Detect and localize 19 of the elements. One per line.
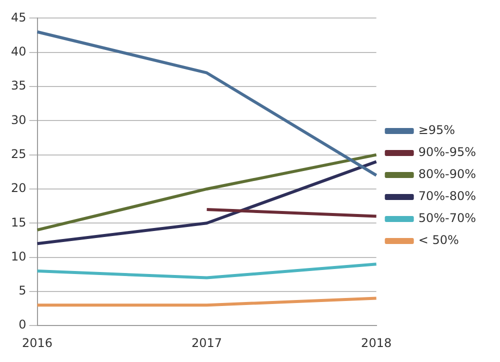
y-tick-label: 25 <box>10 146 26 161</box>
y-tick-label: 0 <box>18 318 26 332</box>
x-tick-label: 2016 <box>22 336 53 350</box>
y-tick-label: 10 <box>10 249 26 264</box>
y-tick-label: 15 <box>10 215 26 230</box>
x-tick-label: 2018 <box>361 336 392 350</box>
legend-label: 80%-90% <box>418 167 476 182</box>
y-tick-label: 20 <box>10 181 26 196</box>
legend-label: 50%-70% <box>418 211 476 226</box>
legend-label: 70%-80% <box>418 189 476 204</box>
legend-label: 90%-95% <box>418 145 476 160</box>
y-tick-label: 5 <box>18 284 26 298</box>
x-tick-label: 2017 <box>192 336 222 350</box>
y-tick-label: 40 <box>10 44 26 58</box>
y-tick-label: 35 <box>10 78 26 93</box>
legend-label: < 50% <box>418 233 459 248</box>
y-tick-label: 45 <box>10 10 26 24</box>
legend-label: ≥95% <box>418 123 456 138</box>
y-tick-label: 30 <box>10 112 26 127</box>
